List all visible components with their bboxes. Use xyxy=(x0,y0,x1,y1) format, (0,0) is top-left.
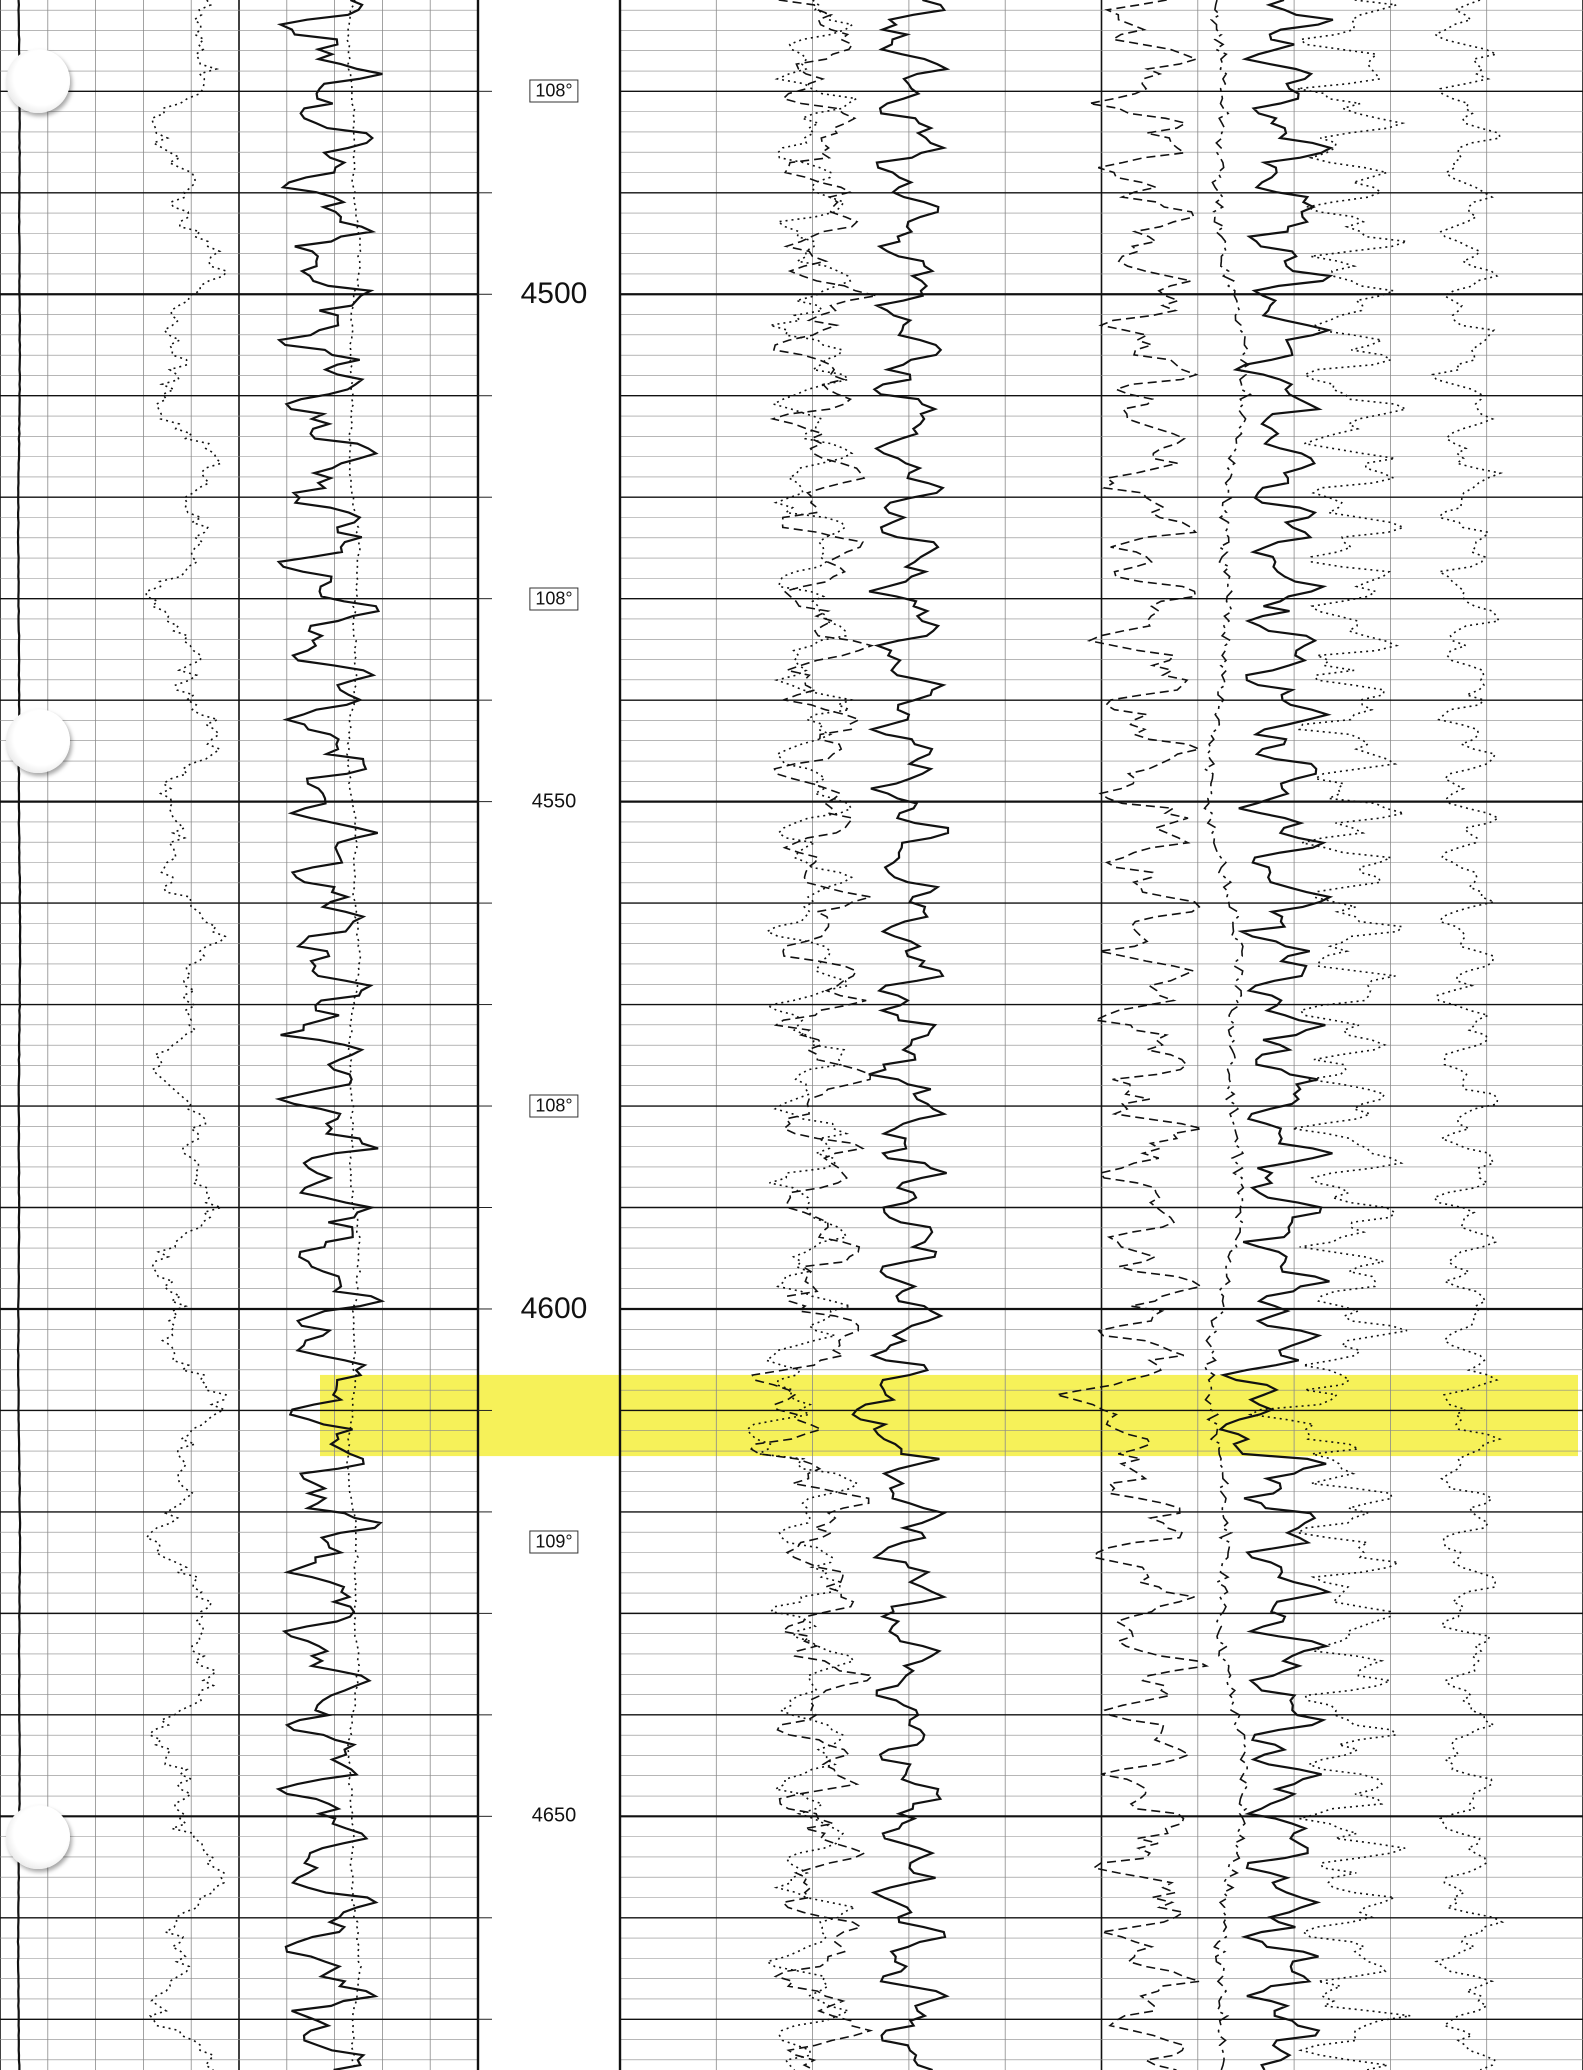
hole-punch xyxy=(6,1804,70,1869)
log-curve-right-dotted xyxy=(746,0,859,2070)
depth-label-4650: 4650 xyxy=(531,1804,577,1827)
temperature-label: 108° xyxy=(529,79,579,103)
depth-label-4550: 4550 xyxy=(531,790,577,813)
temperature-label: 109° xyxy=(529,1530,579,1554)
log-curve-right-solid xyxy=(1218,0,1334,2070)
log-curve-right-dotted xyxy=(1247,0,1411,2070)
depth-label-4600: 4600 xyxy=(520,1291,588,1325)
log-curve-right-dashed xyxy=(750,0,877,2070)
log-curve-left-dotted xyxy=(345,0,362,2070)
temperature-label: 108° xyxy=(529,1094,579,1118)
log-curve-right-dashed xyxy=(1056,0,1210,2070)
log-curve-right-dotted xyxy=(1431,0,1505,2070)
hole-punch xyxy=(6,708,70,773)
log-curve-right-dashdot xyxy=(1202,0,1253,2070)
depth-label-4500: 4500 xyxy=(520,277,588,311)
hole-punch xyxy=(6,49,70,114)
log-curve-left-dotted xyxy=(145,0,228,2070)
log-curve-left-solid xyxy=(16,0,22,2070)
temperature-label: 108° xyxy=(529,587,579,611)
log-curve-left-solid xyxy=(274,0,386,2070)
log-curve-right-solid xyxy=(851,0,951,2070)
highlight-band xyxy=(320,1374,1578,1457)
